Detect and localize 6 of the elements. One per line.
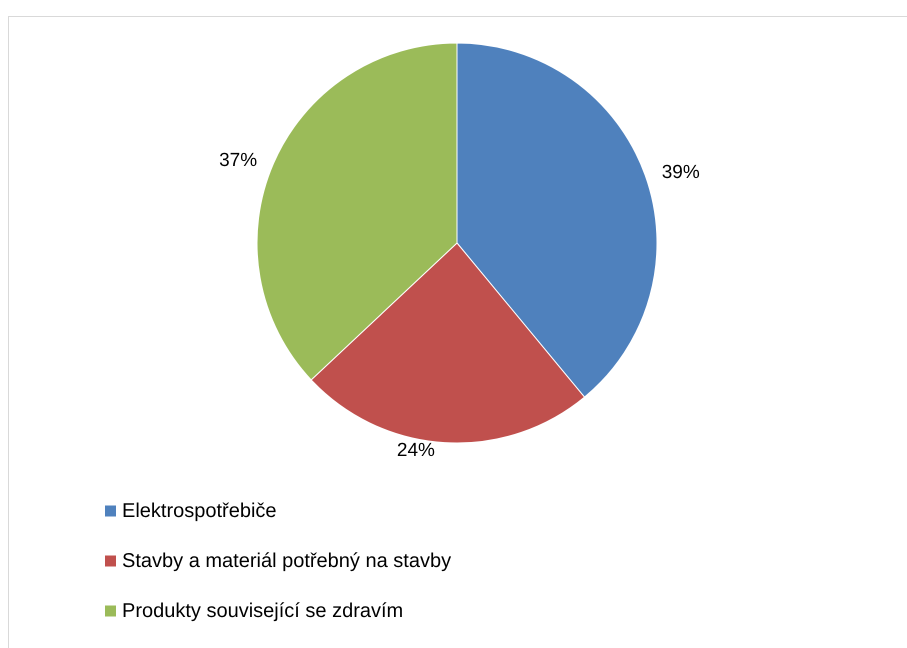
data-label: 39%	[662, 162, 700, 184]
legend-label: Elektrospotřebiče	[122, 500, 277, 522]
legend-label: Stavby a materiál potřebný na stavby	[122, 550, 452, 572]
legend-label: Produkty související se zdravím	[122, 600, 404, 622]
data-label: 24%	[396, 440, 436, 462]
data-label: 37%	[219, 150, 258, 171]
